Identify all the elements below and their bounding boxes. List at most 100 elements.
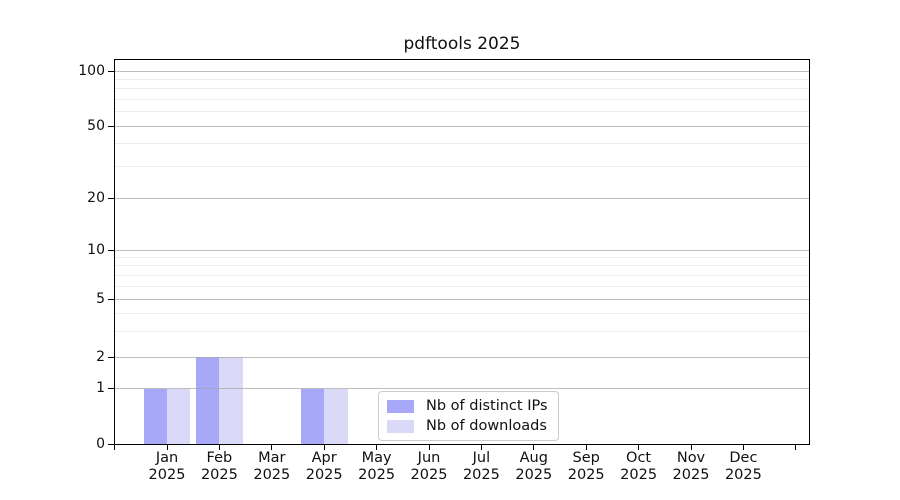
x-tick-mark: [376, 445, 378, 450]
x-tick-year: 2025: [515, 466, 553, 483]
x-tick-month: Sep: [572, 450, 600, 466]
x-tick-month: Jul: [472, 450, 491, 466]
bar-nb-of-downloads-apr: [324, 388, 348, 444]
major-gridline: [115, 356, 809, 358]
x-tick-year: 2025: [724, 466, 762, 483]
x-tick-mark: [114, 445, 116, 450]
legend-label-distinct-ips: Nb of distinct IPs: [426, 398, 548, 414]
y-tick-label: 20: [87, 189, 105, 206]
x-tick-year: 2025: [358, 466, 396, 483]
y-tick-label: 0: [96, 435, 105, 452]
x-tick-mark: [533, 445, 535, 450]
x-tick-month: Jun: [417, 450, 441, 466]
x-tick-mark: [480, 445, 482, 450]
x-tick-label: Apr 2025: [292, 450, 356, 483]
x-tick-month: Nov: [676, 450, 706, 466]
x-tick-year: 2025: [305, 466, 343, 483]
y-tick-label: 100: [78, 62, 105, 79]
x-tick-label: Aug 2025: [502, 450, 566, 483]
x-tick-month: Aug: [519, 450, 548, 466]
minor-gridline: [115, 274, 809, 276]
y-tick-label: 5: [96, 290, 105, 307]
legend-swatch-distinct-ips-icon: [387, 399, 414, 413]
major-gridline: [115, 70, 809, 72]
x-tick-mark: [323, 445, 325, 450]
x-tick-label: Oct 2025: [607, 450, 671, 483]
x-tick-month: Apr: [311, 450, 337, 466]
x-tick-month: Mar: [258, 450, 286, 466]
y-tick-mark: [108, 356, 114, 358]
major-gridline: [115, 249, 809, 251]
x-tick-mark: [690, 445, 692, 450]
minor-gridline: [115, 256, 809, 258]
major-gridline: [115, 197, 809, 199]
minor-gridline: [115, 111, 809, 113]
x-tick-label: Feb 2025: [187, 450, 251, 483]
legend-label-downloads: Nb of downloads: [426, 418, 547, 434]
x-tick-month: May: [361, 450, 392, 466]
x-tick-label: Jul 2025: [449, 450, 513, 483]
legend: Nb of distinct IPs Nb of downloads: [378, 391, 559, 441]
y-tick-mark: [108, 197, 114, 199]
minor-gridline: [115, 285, 809, 287]
minor-gridline: [115, 88, 809, 90]
y-tick-mark: [108, 249, 114, 251]
minor-gridline: [115, 78, 809, 80]
x-tick-year: 2025: [567, 466, 605, 483]
x-tick-label: Sep 2025: [554, 450, 618, 483]
x-tick-year: 2025: [410, 466, 448, 483]
x-tick-label: Dec 2025: [711, 450, 775, 483]
y-tick-mark: [108, 125, 114, 127]
x-tick-mark: [795, 445, 797, 450]
y-tick-label: 10: [87, 241, 105, 258]
x-tick-mark: [742, 445, 744, 450]
minor-gridline: [115, 98, 809, 100]
bar-nb-of-downloads-jan: [167, 388, 191, 444]
bar-nb-of-distinct-ips-feb: [196, 357, 220, 444]
major-gridline: [115, 388, 809, 389]
legend-item-distinct-ips: Nb of distinct IPs: [387, 398, 548, 414]
minor-gridline: [115, 165, 809, 167]
bar-nb-of-distinct-ips-apr: [300, 388, 325, 444]
minor-gridline: [115, 143, 809, 145]
legend-item-downloads: Nb of downloads: [387, 418, 548, 434]
y-tick-label: 50: [87, 117, 105, 134]
minor-gridline: [115, 312, 809, 314]
legend-swatch-downloads-icon: [387, 419, 414, 433]
x-tick-label: Jan 2025: [135, 450, 199, 483]
x-tick-mark: [638, 445, 640, 450]
x-tick-year: 2025: [148, 466, 186, 483]
major-gridline: [115, 298, 809, 300]
x-tick-year: 2025: [200, 466, 238, 483]
x-tick-mark: [166, 445, 168, 450]
y-tick-label: 1: [96, 380, 105, 396]
x-tick-month: Jan: [155, 450, 179, 466]
x-tick-mark: [218, 445, 220, 450]
x-tick-month: Oct: [626, 450, 652, 466]
chart-title: pdftools 2025: [403, 34, 521, 54]
x-tick-year: 2025: [672, 466, 710, 483]
x-tick-year: 2025: [462, 466, 500, 483]
minor-gridline: [115, 330, 809, 332]
x-tick-year: 2025: [253, 466, 291, 483]
y-tick-mark: [108, 298, 114, 300]
minor-gridline: [115, 265, 809, 267]
x-tick-mark: [428, 445, 430, 450]
x-tick-mark: [271, 445, 273, 450]
y-tick-mark: [108, 70, 114, 72]
bar-nb-of-downloads-feb: [219, 357, 243, 444]
y-tick-mark: [108, 443, 114, 445]
x-tick-label: Mar 2025: [240, 450, 304, 483]
x-tick-mark: [585, 445, 587, 450]
bar-nb-of-distinct-ips-jan: [143, 388, 167, 444]
y-tick-mark: [108, 388, 114, 389]
major-gridline: [115, 125, 809, 127]
x-tick-label: Nov 2025: [659, 450, 723, 483]
x-tick-month: Feb: [206, 450, 233, 466]
y-tick-label: 2: [96, 348, 105, 365]
x-tick-month: Dec: [729, 450, 758, 466]
x-tick-label: Jun 2025: [397, 450, 461, 483]
x-tick-year: 2025: [620, 466, 658, 483]
x-tick-label: May 2025: [345, 450, 409, 483]
